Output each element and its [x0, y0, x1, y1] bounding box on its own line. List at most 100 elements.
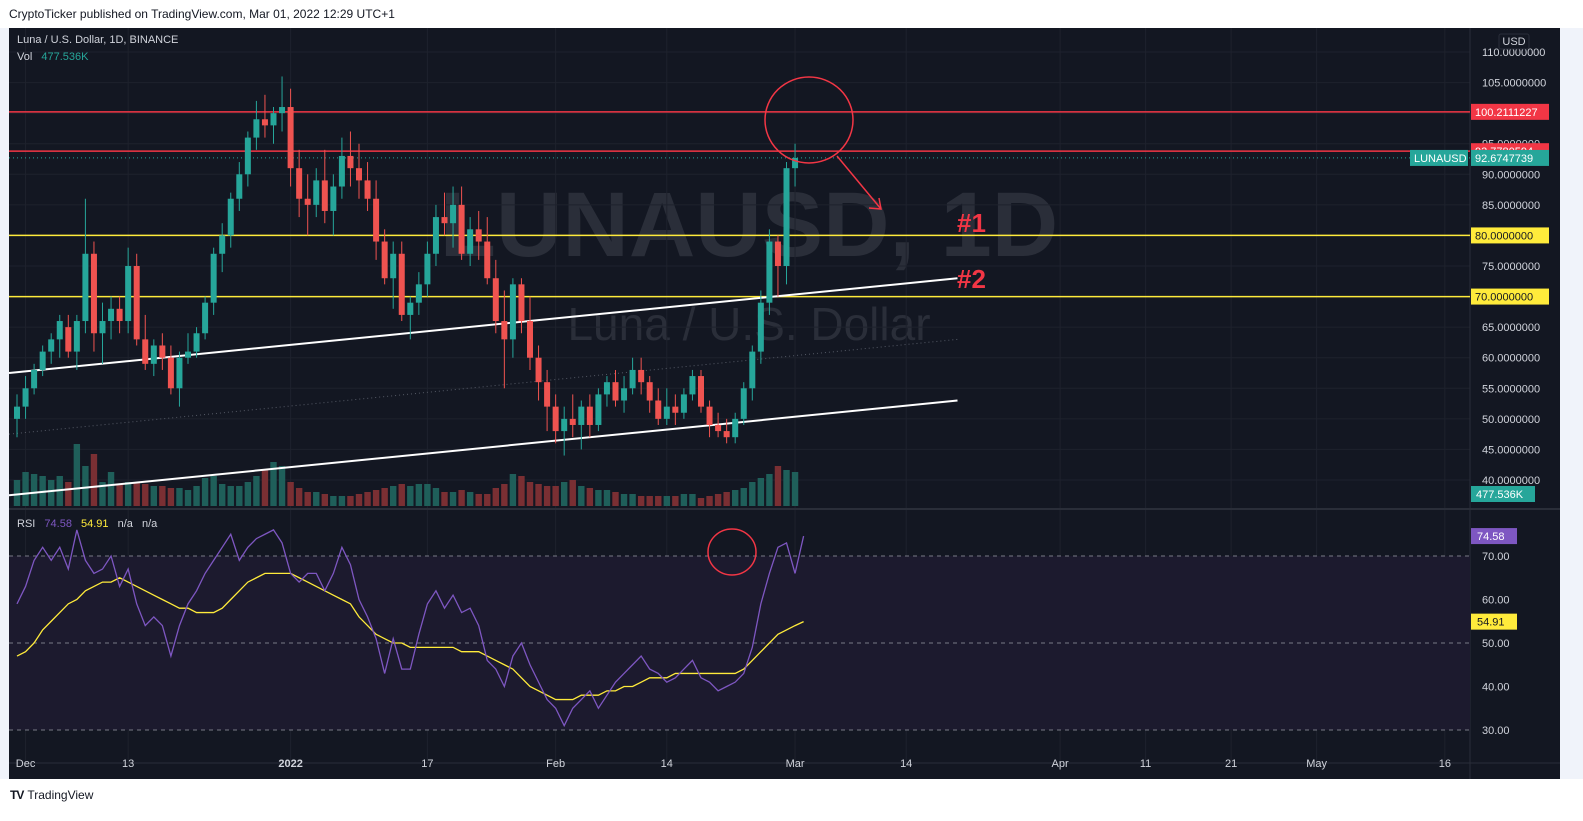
time-tick-label: Mar	[786, 758, 805, 770]
candle-body	[338, 155, 345, 187]
candle-body	[176, 357, 183, 389]
candle-body	[766, 241, 773, 303]
tradingview-logo[interactable]: TV TradingView	[10, 788, 93, 802]
volume-bar	[364, 492, 371, 506]
volume-bar	[159, 486, 166, 506]
candle-body	[518, 284, 525, 322]
volume-bar	[270, 462, 277, 506]
rsi-na-2: n/a	[141, 518, 158, 530]
volume-bar	[133, 482, 140, 506]
volume-bar	[142, 484, 149, 506]
tradingview-brand: TradingView	[27, 788, 94, 802]
volume-bar	[766, 474, 773, 506]
price-label-box	[1471, 288, 1549, 305]
candle-body	[82, 253, 89, 322]
volume-bar	[236, 486, 243, 506]
price-tick-label: 50.0000000	[1482, 414, 1540, 426]
volume-bar	[595, 490, 602, 506]
candle-body	[603, 382, 610, 395]
candle-body	[185, 351, 191, 358]
footer-bar: TV TradingView	[0, 779, 1583, 821]
candle-body	[99, 321, 106, 334]
volume-bar	[783, 470, 790, 506]
volume-bar	[321, 494, 328, 506]
rsi-tick-label: 50.00	[1482, 638, 1510, 650]
candle-body	[407, 302, 414, 315]
candle-body	[270, 113, 277, 126]
candle-body	[202, 302, 209, 334]
volume-bar	[714, 494, 722, 506]
chart-canvas[interactable]: LUNAUSD, 1D Luna / U.S. Dollar 40.0000000…	[9, 28, 1560, 779]
volume-bar	[99, 482, 106, 506]
candle-body	[680, 394, 687, 413]
volume-bar	[552, 486, 559, 506]
volume-bar	[484, 494, 491, 506]
volume-bar	[637, 496, 645, 506]
candle-body	[723, 431, 730, 438]
watermark-ticker: LUNAUSD, 1D	[440, 174, 1058, 276]
candle-body	[287, 107, 294, 169]
volume-bar	[107, 472, 115, 506]
volume-bar	[432, 488, 440, 506]
volume-bar	[672, 496, 679, 506]
volume-bar	[578, 486, 585, 506]
candle-body	[740, 388, 747, 419]
candle-body	[22, 388, 29, 407]
time-tick-label: Feb	[546, 758, 565, 770]
volume-bar	[48, 480, 55, 506]
symbol-legend: Luna / U.S. Dollar, 1D, BINANCE	[17, 34, 178, 46]
price-label-box	[1471, 149, 1549, 166]
rsi-legend: RSI 74.58 54.91 n/a n/a	[17, 518, 157, 530]
annotation-label-2: #2	[957, 264, 986, 294]
candle-body	[279, 107, 286, 114]
time-tick-label: 21	[1225, 758, 1237, 770]
price-tick-label: 110.0000000	[1482, 47, 1545, 59]
candle-body	[646, 382, 653, 401]
volume-bar	[22, 472, 29, 506]
candle-body	[125, 266, 132, 322]
time-tick-label: 14	[900, 758, 912, 770]
price-tick-label: 60.0000000	[1482, 353, 1540, 365]
time-tick-label: Dec	[16, 758, 36, 770]
candle-body	[330, 186, 337, 211]
volume-bar	[569, 480, 576, 506]
candle-body	[441, 217, 448, 224]
candle-body	[167, 357, 174, 389]
time-tick-label: 16	[1439, 758, 1451, 770]
volume-bar	[381, 488, 388, 506]
candle-body	[398, 253, 405, 315]
volume-bar	[458, 490, 465, 506]
candle-body	[672, 406, 679, 413]
volume-bar	[706, 496, 713, 506]
candle-body	[706, 406, 713, 425]
rsi-ma-line	[16, 572, 804, 701]
volume-legend: Vol 477.536K	[17, 51, 88, 63]
vol-value: 477.536K	[41, 51, 89, 63]
candle-body	[236, 174, 243, 199]
volume-bar	[244, 482, 252, 506]
price-tick-label: 85.0000000	[1482, 200, 1540, 212]
currency-badge	[1498, 33, 1530, 50]
candle-body	[663, 406, 670, 419]
rsi-tick-label: 60.00	[1482, 595, 1510, 607]
candle-body	[638, 369, 645, 383]
volume-bar	[193, 486, 200, 506]
rsi-na-1: n/a	[117, 518, 133, 530]
chart-frame[interactable]: LUNAUSD, 1D Luna / U.S. Dollar 40.0000000…	[9, 28, 1560, 779]
price-tick-label: 75.0000000	[1482, 261, 1540, 273]
time-tick-label: May	[1306, 758, 1327, 770]
price-tick-label: 55.0000000	[1482, 383, 1540, 395]
volume-bar	[150, 486, 157, 506]
volume-bar	[646, 496, 653, 506]
price-tick-label: 45.0000000	[1482, 444, 1540, 456]
volume-bar	[732, 490, 739, 506]
price-tick-label: 90.0000000	[1482, 169, 1540, 181]
volume-bar	[398, 484, 405, 506]
candle-body	[535, 357, 542, 383]
price-label-box	[1471, 227, 1549, 244]
volume-bar	[655, 496, 662, 506]
volume-bar	[629, 494, 636, 506]
candle-body	[347, 155, 354, 169]
volume-bar	[449, 492, 457, 506]
candle-body	[715, 424, 722, 432]
